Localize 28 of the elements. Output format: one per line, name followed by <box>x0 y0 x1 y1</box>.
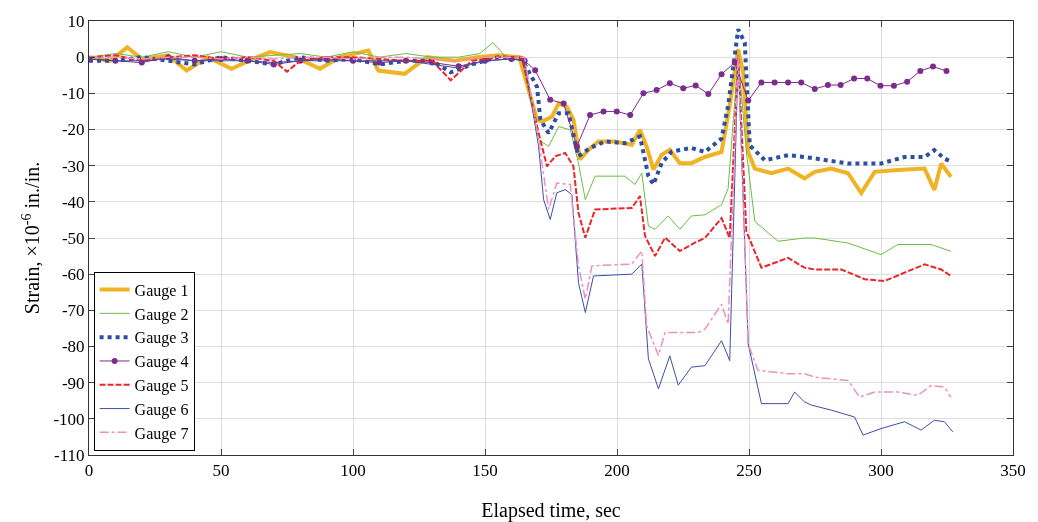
legend-label: Gauge 1 <box>134 281 189 300</box>
legend-label: Gauge 6 <box>134 400 189 419</box>
y-tick-label: -20 <box>61 120 85 140</box>
x-tick-label: 250 <box>736 461 762 481</box>
legend-label: Gauge 2 <box>134 305 189 324</box>
legend-label: Gauge 3 <box>134 329 189 348</box>
x-axis-title: Elapsed time, sec <box>481 499 621 522</box>
y-tick-label: -100 <box>53 409 85 429</box>
legend-label: Gauge 4 <box>134 353 189 372</box>
x-tick-label: 350 <box>1000 461 1026 481</box>
y-tick-label: -60 <box>61 265 85 285</box>
x-tick-label: 50 <box>212 461 230 481</box>
legend-label: Gauge 7 <box>134 424 189 443</box>
y-tick-label: -40 <box>61 192 85 212</box>
legend-label: Gauge 5 <box>134 377 189 395</box>
x-tick-label: 300 <box>868 461 894 481</box>
x-tick-label: 150 <box>472 461 498 481</box>
y-tick-label: -90 <box>61 373 85 393</box>
x-tick-label: 100 <box>340 461 366 481</box>
y-tick-label: 10 <box>67 11 85 31</box>
y-tick-label: -110 <box>54 445 85 465</box>
y-tick-label: -30 <box>61 156 85 176</box>
y-tick-label: 0 <box>76 48 85 68</box>
y-tick-label: -50 <box>61 228 85 248</box>
y-tick-label: -70 <box>61 301 85 321</box>
y-tick-label: -80 <box>61 337 85 357</box>
y-tick-label: -10 <box>61 84 85 104</box>
x-tick-label: 200 <box>604 461 630 481</box>
